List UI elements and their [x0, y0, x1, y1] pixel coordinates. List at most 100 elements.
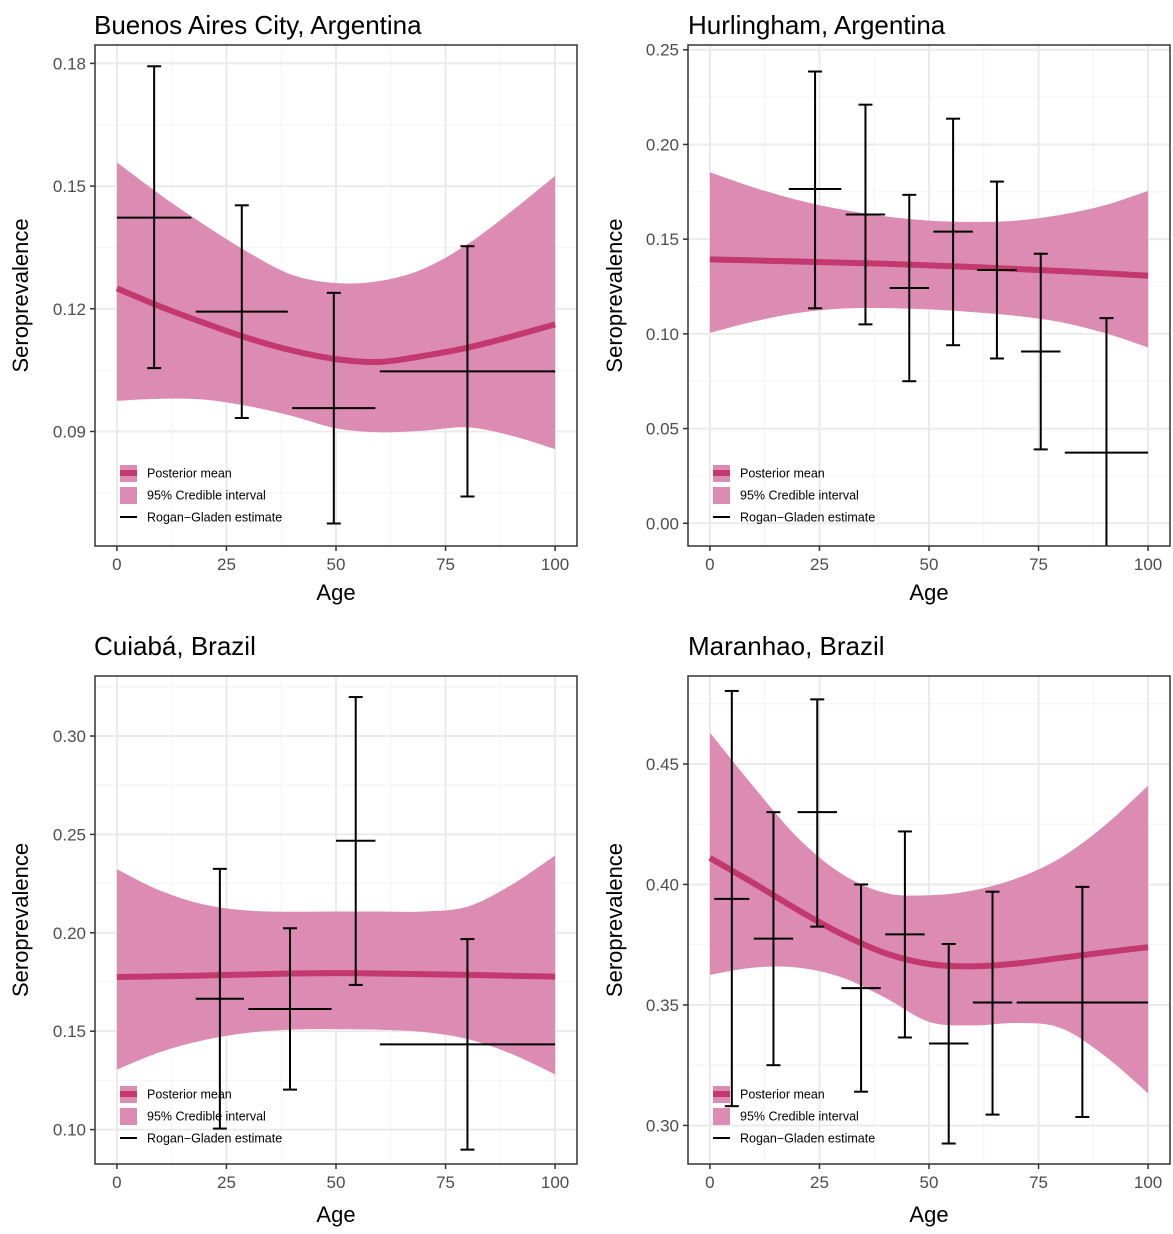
y-tick-label: 0.20: [53, 924, 86, 943]
x-tick-label: 25: [810, 555, 829, 574]
legend-key-interval: [713, 1108, 730, 1125]
x-axis-title: Age: [316, 580, 355, 605]
axes: 0 25 50 75 100 0.00 0.05 0.10 0.15 0.20 0.25: [646, 41, 1162, 574]
legend-label: Posterior mean: [740, 467, 825, 481]
x-tick-label: 25: [217, 555, 236, 574]
legend: Posterior mean 95% Credible interval Rogan…: [120, 465, 282, 525]
estimate-8: [1016, 885, 1149, 1119]
y-axis-title: Seroprevalence: [8, 843, 33, 997]
y-tick-label: 0.00: [646, 514, 679, 533]
plot-area: [116, 696, 556, 1151]
legend-label: 95% Credible interval: [147, 489, 266, 503]
x-axis-title: Age: [909, 1202, 948, 1227]
estimate-5: [885, 830, 925, 1039]
axes: 0 25 50 75 100 0.09 0.12 0.15 0.18: [53, 54, 569, 574]
x-axis-title: Age: [316, 1202, 355, 1227]
axes: 0 25 50 75 100 0.30 0.35 0.40 0.45: [646, 755, 1162, 1192]
y-tick-label: 0.18: [53, 54, 86, 73]
estimate-7: [1064, 317, 1149, 546]
estimate-4: [379, 245, 556, 498]
legend-label: Posterior mean: [147, 467, 232, 481]
y-tick-label: 0.35: [646, 996, 679, 1015]
posterior-mean-line: [115, 285, 556, 366]
estimate-4: [841, 883, 881, 1093]
legend: Posterior mean 95% Credible interval Rogan…: [120, 1086, 282, 1146]
estimate-1: [195, 867, 244, 1130]
x-tick-label: 0: [112, 1173, 121, 1192]
estimate-1: [714, 689, 750, 1108]
x-tick-label: 50: [327, 1173, 346, 1192]
y-tick-label: 0.40: [646, 875, 679, 894]
legend-label: Rogan−Gladen estimate: [147, 511, 282, 525]
legend-label: Rogan−Gladen estimate: [740, 1132, 875, 1146]
panel-3: Posterior mean 95% Credible interval Rogan…: [8, 631, 578, 1227]
y-tick-label: 0.15: [53, 177, 86, 196]
credible-interval-band: [116, 162, 556, 450]
x-tick-label: 50: [920, 1173, 939, 1192]
y-tick-label: 0.45: [646, 755, 679, 774]
x-tick-label: 100: [1134, 555, 1162, 574]
legend-label: Posterior mean: [147, 1088, 232, 1102]
x-tick-label: 0: [705, 555, 714, 574]
x-tick-label: 75: [436, 1173, 455, 1192]
legend-label: 95% Credible interval: [740, 1110, 859, 1124]
x-tick-label: 75: [1029, 1173, 1048, 1192]
axes: 0 25 50 75 100 0.10 0.15 0.20 0.25 0.30: [53, 727, 569, 1192]
x-tick-label: 100: [1134, 1173, 1162, 1192]
legend-key-interval: [120, 1108, 137, 1125]
legend-key-interval: [713, 487, 730, 504]
legend-label: 95% Credible interval: [147, 1110, 266, 1124]
x-tick-label: 75: [436, 555, 455, 574]
panel-title: Cuiabá, Brazil: [94, 631, 256, 661]
panel-title: Buenos Aires City, Argentina: [94, 10, 422, 40]
y-tick-label: 0.15: [646, 230, 679, 249]
y-axis-title: Seroprevalence: [602, 843, 627, 997]
estimate-4: [379, 938, 556, 1151]
estimate-7: [972, 890, 1013, 1116]
y-tick-label: 0.30: [646, 1116, 679, 1135]
x-axis-title: Age: [909, 580, 948, 605]
estimate-3: [889, 193, 929, 383]
y-tick-label: 0.10: [53, 1121, 86, 1140]
x-tick-label: 100: [541, 1173, 569, 1192]
x-tick-label: 0: [705, 1173, 714, 1192]
estimate-2: [753, 811, 794, 1067]
x-tick-label: 100: [541, 555, 569, 574]
estimate-2: [845, 103, 886, 326]
plot-area: [115, 65, 556, 525]
estimate-1: [116, 65, 192, 370]
plot-area: [708, 689, 1149, 1145]
y-tick-label: 0.20: [646, 135, 679, 154]
legend-label: Rogan−Gladen estimate: [147, 1132, 282, 1146]
posterior-mean-line: [708, 855, 1149, 970]
estimate-6: [1021, 252, 1061, 451]
plot-area: [709, 70, 1149, 546]
y-tick-label: 0.10: [646, 325, 679, 344]
legend-key-interval: [120, 487, 137, 504]
y-axis-title: Seroprevalence: [602, 218, 627, 372]
y-tick-label: 0.09: [53, 422, 86, 441]
legend-label: 95% Credible interval: [740, 489, 859, 503]
posterior-mean-line: [709, 256, 1149, 279]
x-tick-label: 75: [1029, 555, 1048, 574]
y-tick-label: 0.05: [646, 420, 679, 439]
y-tick-label: 0.25: [646, 41, 679, 60]
panel-1: Posterior mean 95% Credible interval Rogan…: [8, 10, 578, 605]
estimate-3: [292, 291, 376, 525]
panel-title: Hurlingham, Argentina: [688, 10, 946, 40]
estimate-2: [248, 927, 332, 1091]
estimate-5: [977, 180, 1017, 360]
estimate-3: [336, 696, 376, 986]
estimate-6: [929, 942, 969, 1145]
legend-label: Posterior mean: [740, 1088, 825, 1102]
x-tick-label: 50: [920, 555, 939, 574]
y-tick-label: 0.25: [53, 825, 86, 844]
x-tick-label: 0: [112, 555, 121, 574]
x-tick-label: 25: [217, 1173, 236, 1192]
x-tick-label: 25: [810, 1173, 829, 1192]
legend: Posterior mean 95% Credible interval Rogan…: [713, 1086, 875, 1146]
x-tick-label: 50: [327, 555, 346, 574]
credible-interval-band: [116, 855, 556, 1075]
panel-2: Posterior mean 95% Credible interval Rogan…: [602, 10, 1171, 605]
